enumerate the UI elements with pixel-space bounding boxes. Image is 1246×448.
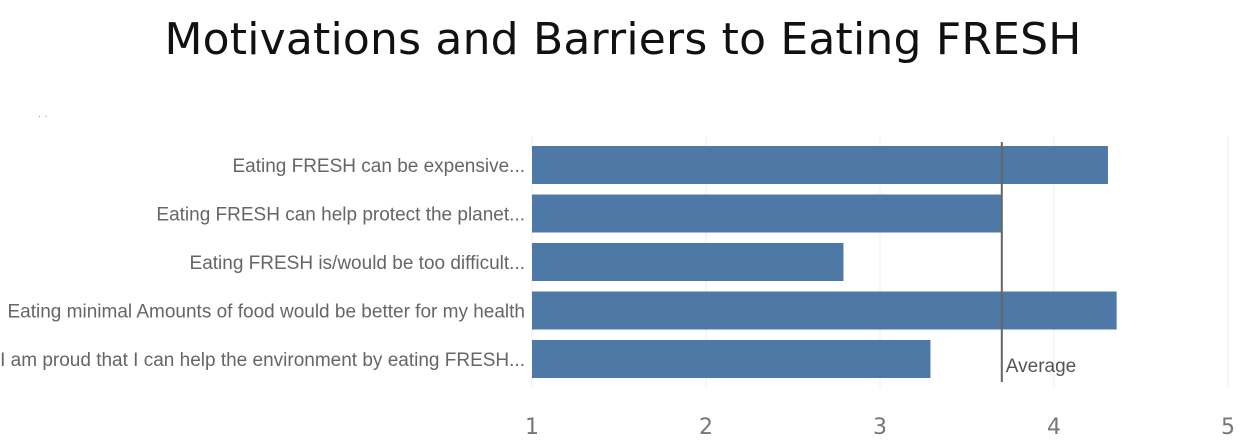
x-tick-label: 4	[1047, 415, 1061, 440]
category-label: Eating FRESH can help protect the planet…	[156, 205, 525, 226]
decorative-dots: · ·	[38, 112, 48, 123]
bars	[532, 146, 1117, 378]
bar	[532, 340, 931, 378]
category-labels: Eating FRESH can be expensive... Eating F…	[0, 156, 525, 371]
bar	[532, 243, 844, 281]
chart-title: Motivations and Barriers to Eating FRESH	[164, 14, 1082, 65]
x-tick-label: 3	[873, 415, 887, 440]
category-label: Eating FRESH can be expensive...	[232, 156, 525, 177]
x-tick-label: 2	[699, 415, 713, 440]
category-label: Eating minimal Amounts of food would be …	[8, 302, 526, 323]
x-tick-label: 5	[1221, 415, 1235, 440]
bar	[532, 146, 1108, 184]
bar	[532, 291, 1117, 330]
x-axis-ticks: 1 2 3 4 5	[525, 415, 1235, 440]
category-label: Eating FRESH is/would be too difficult..…	[190, 253, 525, 274]
average-reference: Average	[1000, 142, 1076, 382]
average-label: Average	[1006, 356, 1076, 377]
x-tick-label: 1	[525, 415, 539, 440]
category-label: I am proud that I can help the environme…	[0, 350, 525, 371]
bar	[532, 194, 1002, 233]
